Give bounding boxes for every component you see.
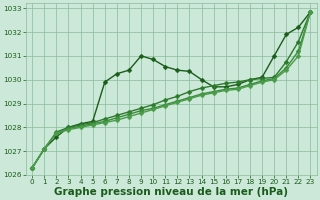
- X-axis label: Graphe pression niveau de la mer (hPa): Graphe pression niveau de la mer (hPa): [54, 187, 288, 197]
